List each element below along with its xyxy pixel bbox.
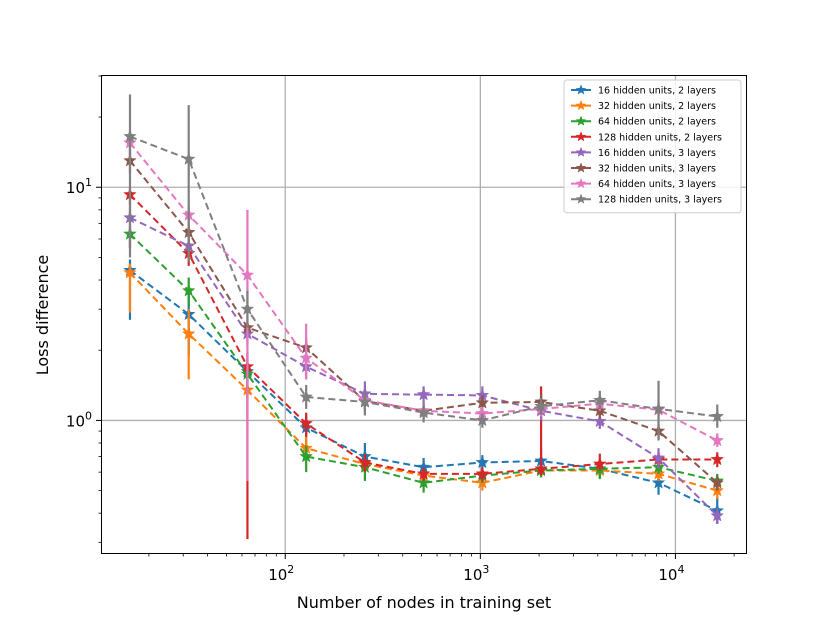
data-point: [534, 461, 548, 475]
y-tick-label: 101: [66, 176, 92, 197]
data-point: [299, 416, 314, 430]
data-point: [651, 475, 666, 489]
series-line: [129, 135, 718, 422]
legend-item: 32 hidden units, 2 layers: [571, 99, 716, 112]
legend-marker: [575, 162, 587, 173]
data-point: [592, 414, 607, 428]
series-line: [129, 233, 718, 484]
data-point: [123, 265, 137, 279]
legend-marker: [575, 115, 587, 126]
data-point: [416, 405, 431, 419]
data-point: [592, 456, 607, 470]
x-tick-label: 102: [268, 563, 294, 584]
legend-label: 64 hidden units, 2 layers: [598, 117, 716, 128]
data-point: [416, 466, 431, 480]
legend-label: 32 hidden units, 3 layers: [598, 164, 716, 175]
legend-item: 64 hidden units, 3 layers: [571, 177, 716, 190]
legend-label: 64 hidden units, 3 layers: [598, 179, 716, 190]
data-point: [710, 508, 725, 522]
legend-item: 128 hidden units, 3 layers: [571, 193, 722, 206]
legend-label: 32 hidden units, 2 layers: [598, 101, 716, 112]
data-point: [475, 466, 490, 480]
legend: 16 hidden units, 2 layers 32 hidden units…: [563, 79, 742, 214]
legend-label: 16 hidden units, 3 layers: [598, 148, 716, 159]
series-line: [129, 160, 718, 484]
legend-label: 128 hidden units, 2 layers: [598, 132, 722, 143]
data-point: [416, 387, 431, 401]
data-point: [299, 389, 314, 403]
data-point: [358, 394, 372, 408]
data-point: [475, 413, 490, 427]
legend-marker: [575, 131, 587, 142]
legend-item: 32 hidden units, 3 layers: [571, 162, 716, 175]
data-point: [240, 267, 255, 281]
data-point: [710, 452, 725, 466]
series-line: [129, 272, 718, 492]
data-point: [358, 455, 372, 469]
x-axis-label: Number of nodes in training set: [297, 593, 551, 612]
data-point: [534, 399, 548, 413]
data-point: [592, 393, 607, 407]
data-point: [240, 301, 255, 315]
series-3: [123, 226, 725, 493]
data-point: [181, 326, 196, 340]
data-point: [651, 401, 666, 415]
legend-item: 128 hidden units, 2 layers: [571, 131, 722, 143]
legend-box: [563, 79, 742, 214]
data-point: [710, 433, 725, 447]
series-line: [129, 216, 718, 517]
data-point: [710, 409, 725, 423]
x-tick-label: 103: [463, 563, 489, 584]
legend-item: 16 hidden units, 2 layers: [571, 84, 716, 97]
legend-label: 16 hidden units, 2 layers: [598, 86, 716, 97]
y-tick-label: 100: [66, 409, 92, 430]
data-point: [123, 129, 137, 143]
legend-item: 64 hidden units, 2 layers: [571, 115, 716, 128]
data-point: [710, 475, 725, 489]
data-point: [181, 283, 196, 297]
axis-ticks: 102 103 104 100 101: [66, 75, 735, 584]
data-point: [416, 475, 431, 489]
legend-marker: [575, 146, 587, 158]
data-point: [475, 455, 490, 469]
series-8: [123, 94, 725, 441]
data-point: [475, 395, 490, 409]
legend-marker: [575, 193, 587, 204]
series-layer: [123, 94, 725, 540]
x-tick-label: 104: [658, 563, 684, 584]
data-point: [299, 350, 314, 364]
data-point: [299, 449, 314, 463]
legend-marker: [575, 84, 587, 95]
data-point: [181, 151, 196, 165]
y-axis-label: Loss difference: [33, 255, 52, 376]
legend-label: 128 hidden units, 3 layers: [598, 195, 722, 206]
legend-marker: [575, 177, 587, 189]
data-point: [651, 450, 666, 464]
plot-frame: [101, 75, 747, 554]
legend-marker: [575, 99, 587, 111]
legend-item: 16 hidden units, 3 layers: [571, 146, 716, 159]
